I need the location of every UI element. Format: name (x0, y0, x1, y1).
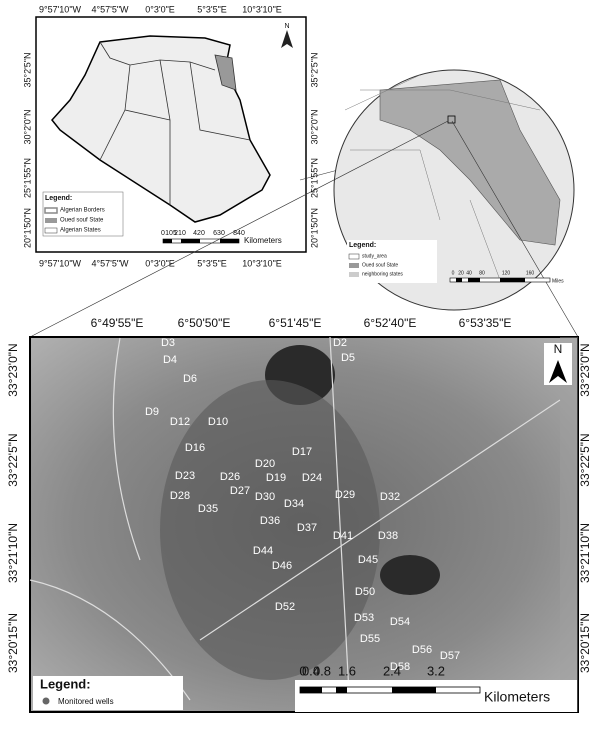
zoom-scale-unit: Miles (552, 278, 564, 284)
zoom-legend-item: Oued souf State (362, 262, 398, 268)
inset-legend-item: Algerian States (60, 228, 101, 234)
well-label: D5 (341, 352, 355, 364)
main-left-label: 33°23'0"N (6, 343, 20, 396)
inset-left-label: 35°2'5"N (22, 52, 32, 87)
well-label: D41 (333, 530, 353, 542)
zoom-legend-item: study_area (362, 253, 387, 259)
well-label: D9 (145, 406, 159, 418)
inset-top-label: 0°3'0"E (145, 4, 175, 14)
well-label: D12 (170, 416, 190, 428)
well-label: D52 (275, 601, 295, 613)
well-label: D6 (183, 373, 197, 385)
well-label: D32 (380, 491, 400, 503)
main-top-label: 6°50'50"E (178, 316, 231, 330)
well-label: D27 (230, 485, 250, 497)
inset-legend-item: Oued souf State (60, 218, 104, 224)
main-scale-tick: 2.4 (383, 663, 401, 678)
inset-legend-item: Algerian Borders (60, 208, 105, 214)
zoom-scale-tick: 0 (452, 270, 455, 276)
main-top-label: 6°49'55"E (91, 316, 144, 330)
well-label: D3 (161, 337, 175, 349)
inset-top-label: 5°3'5"E (197, 4, 227, 14)
main-left-label: 33°21'10"N (6, 523, 20, 583)
figure: 9°57'10"W 9°57'10"W 4°57'5"W 4°57'5"W 0°3'0"… (0, 0, 594, 731)
zoom-scale-tick: 80 (479, 270, 485, 276)
well-label: D34 (284, 498, 304, 510)
inset-legend-title: Legend: (45, 195, 72, 202)
main-scale-tick: 1.6 (338, 663, 356, 678)
inset-scale-tick: 420 (193, 230, 205, 237)
well-label: D46 (272, 560, 292, 572)
well-label: D38 (378, 530, 398, 542)
inset-top-label: 10°3'10"E (242, 4, 282, 14)
main-top-label: 6°51'45"E (269, 316, 322, 330)
main-left-label: 33°22'5"N (6, 433, 20, 486)
zoom-legend-title: Legend: (349, 242, 376, 249)
main-scale-tick: 0.8 (313, 663, 331, 678)
well-label: D4 (163, 354, 177, 366)
inset-top-label: 9°57'10"W (39, 4, 82, 14)
inset-bottom-label: 10°3'10"E (242, 258, 282, 268)
main-top-label: 6°52'40"E (364, 316, 417, 330)
well-label: D29 (335, 489, 355, 501)
inset-right-label: 20°1'50"N (309, 208, 319, 248)
well-label: D45 (358, 554, 378, 566)
zoom-scale-tick: 40 (466, 270, 472, 276)
main-scale-tick: 3.2 (427, 663, 445, 678)
inset-left-label: 30°2'0"N (22, 109, 32, 144)
well-label: D26 (220, 471, 240, 483)
inset-top-label: 4°57'5"W (91, 4, 129, 14)
well-label: D56 (412, 644, 432, 656)
well-label: D44 (253, 545, 273, 557)
inset-bottom-label: 5°3'5"E (197, 258, 227, 268)
well-label: D23 (175, 470, 195, 482)
zoom-scale-tick: 160 (526, 270, 535, 276)
main-right-label: 33°20'15"N (578, 613, 592, 673)
well-label: D16 (185, 442, 205, 454)
well-label: D35 (198, 503, 218, 515)
main-top-label: 6°53'35"E (459, 316, 512, 330)
main-right-label: 33°23'0"N (578, 343, 592, 396)
main-right-label: 33°21'10"N (578, 523, 592, 583)
well-label: D17 (292, 446, 312, 458)
main-legend-title: Legend: (40, 676, 91, 691)
inset-scale-unit: Kilometers (244, 236, 282, 245)
inset-right-label: 25°1'55"N (309, 158, 319, 198)
zoom-scale-tick: 20 (458, 270, 464, 276)
zoom-scale-tick: 120 (502, 270, 511, 276)
well-label: D19 (266, 472, 286, 484)
well-label: D28 (170, 490, 190, 502)
main-right-label: 33°22'5"N (578, 433, 592, 486)
well-label: D24 (302, 472, 322, 484)
well-label: D55 (360, 633, 380, 645)
inset-right-label: 30°2'0"N (309, 109, 319, 144)
well-label: D50 (355, 586, 375, 598)
main-left-label: 33°20'15"N (6, 613, 20, 673)
well-label: D2 (333, 337, 347, 349)
inset-scale-tick: 210 (174, 230, 186, 237)
well-label: D53 (354, 612, 374, 624)
well-label: D10 (208, 416, 228, 428)
inset-bottom-label: 0°3'0"E (145, 258, 175, 268)
well-label: D57 (440, 650, 460, 662)
inset-right-label: 35°2'5"N (309, 52, 319, 87)
well-label: D37 (297, 522, 317, 534)
zoom-legend-item: neighboring states (362, 271, 403, 277)
well-label: D36 (260, 515, 280, 527)
main-legend-item: Monitored wells (58, 697, 114, 706)
inset-bottom-label: 4°57'5"W (91, 258, 129, 268)
well-label: D20 (255, 458, 275, 470)
inset-scale-tick: 630 (213, 230, 225, 237)
inset-left-label: 20°1'50"N (22, 208, 32, 248)
inset-bottom-label: 9°57'10"W (39, 258, 82, 268)
well-label: D30 (255, 491, 275, 503)
well-label: D54 (390, 616, 410, 628)
inset-north: N (284, 23, 289, 30)
inset-left-label: 25°1'55"N (22, 158, 32, 198)
main-north: N (554, 342, 563, 356)
main-scale-unit: Kilometers (484, 689, 550, 705)
